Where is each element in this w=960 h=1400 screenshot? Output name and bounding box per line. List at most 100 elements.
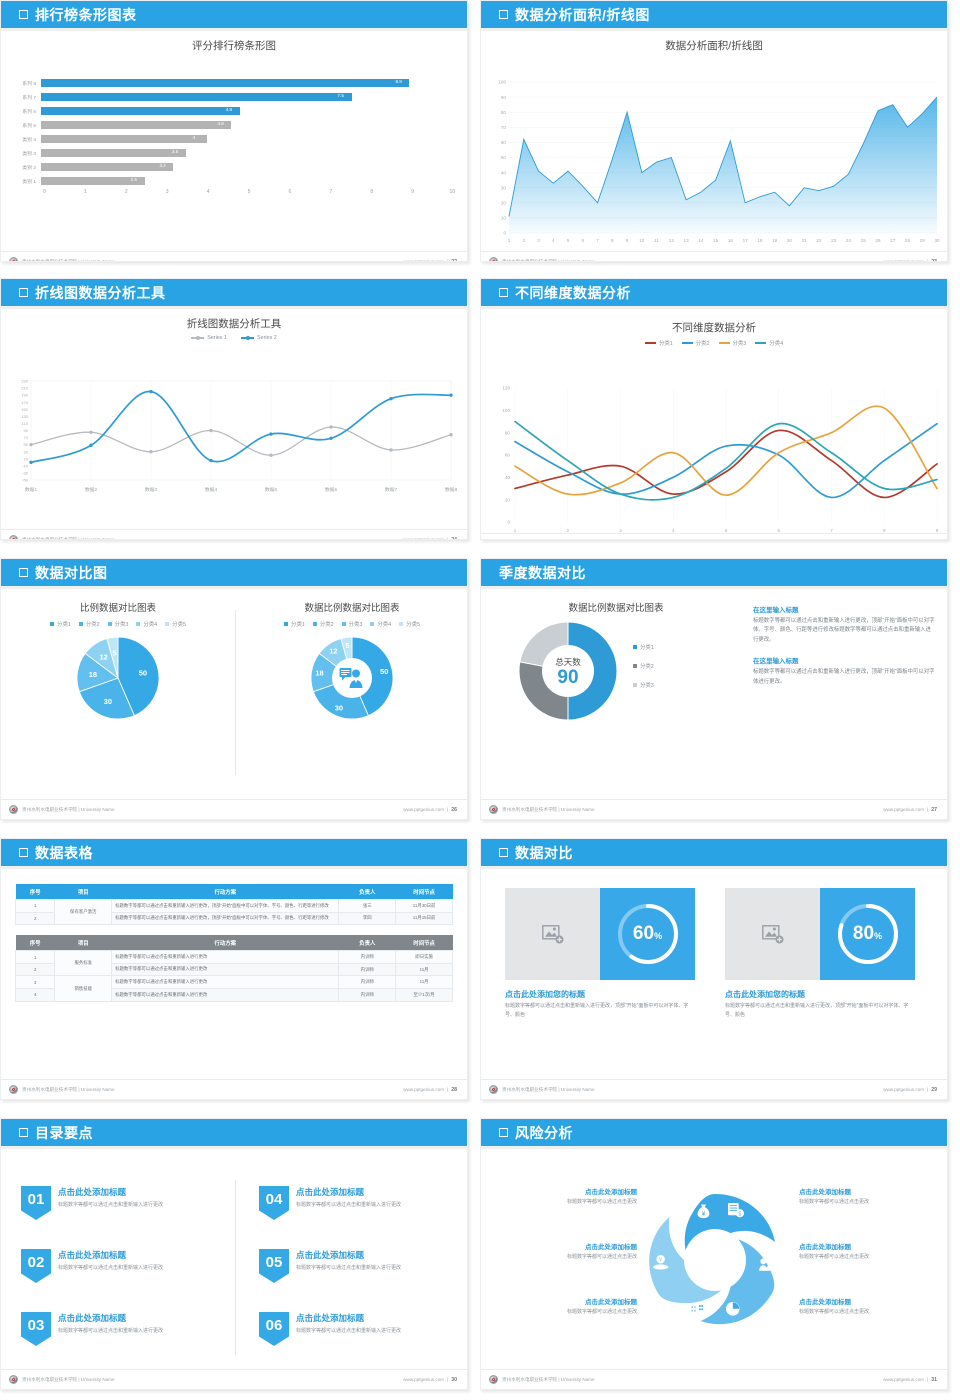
x-tick-label: 9 (936, 528, 939, 533)
table-row: 4 标题数字等都可以通过点击和重新输入进行更改 内训师 至少1次/月 (14, 988, 453, 1002)
footer-separator: | (927, 806, 929, 812)
slide-footer: 贵州水利水电职业技术学院 | University Name www.pptge… (481, 533, 947, 540)
footer-org: 贵州水利水电职业技术学院 | University Name (22, 536, 115, 540)
catalog-item[interactable]: 03 点击此处添加标题 标题数字等都可以通过点击和重新输入进行更改 (21, 1312, 221, 1346)
x-tick-label: 数据6 (325, 486, 338, 493)
legend-label: 分类3 (348, 622, 363, 628)
legend-item: 分类3 (718, 339, 746, 347)
line-series (514, 405, 938, 497)
y-tick-label: 50 (501, 155, 507, 160)
legend-line-marker (644, 342, 656, 344)
risk-label-group[interactable]: 点击此处添加标题 标题数字等都可以通过点击更改 (799, 1186, 947, 1205)
catalog-item[interactable]: 05 点击此处添加标题 标题数字等都可以通过点击和重新输入进行更改 (259, 1249, 459, 1283)
bar-category-label: 类别 2 (22, 165, 36, 171)
slide-26[interactable]: 数据对比图 比例数据对比图表 分类1 分类2 分类3 分类4 分类5 50 30 18 12 5… (0, 558, 480, 838)
x-tick-label: 16 (728, 238, 734, 243)
x-tick-label: 3 (619, 528, 622, 533)
y-tick-label: 0 (507, 520, 510, 525)
bar-track: 4 (41, 135, 455, 143)
risk-heading: 点击此处添加标题 (799, 1244, 851, 1251)
number-badge-icon: 04 (259, 1186, 289, 1220)
risk-label-group[interactable]: 点击此处添加标题 标题数字等都可以通过点击更改 (489, 1241, 637, 1260)
legend-label: 分类2 (85, 622, 100, 628)
x-tick-label: 29 (920, 238, 926, 243)
compare-card[interactable]: 60% 点击此处添加您的标题 标题数字等都可以通过点击和重新输入进行更改，顶部“开始… (505, 888, 695, 1021)
x-tick-label: 21 (802, 238, 808, 243)
slide-header: 数据表格 (1, 839, 467, 869)
y-tick-label: 60 (505, 453, 511, 458)
slide-24[interactable]: 折线图数据分析工具 折线图数据分析工具 Series 1 Series 2 230… (0, 278, 480, 558)
catalog-item[interactable]: 06 点击此处添加标题 标题数字等都可以通过点击和重新输入进行更改 (259, 1312, 459, 1346)
svg-text:¥: ¥ (702, 1211, 706, 1218)
x-tick-label: 17 (743, 238, 749, 243)
multi-line-chart: 0 20 40 60 80 100 120 1 2 3 4 5 6 7 8 9 (487, 382, 945, 539)
text-block-body: 标题数字等都可以通过点击和重新输入进行更改，顶部“开始”面板中可以对字体、字号、… (753, 618, 935, 643)
cell-plan: 标题数字等都可以通过点击和重新输入进行更改 (111, 975, 340, 990)
x-tick-label: 6 (288, 189, 292, 195)
cell-plan: 标题数字等都可以通过点击和重新输入进行更改，顶部“开始”面板中可以对字体、字号、… (111, 899, 340, 913)
table-row: 2 标题数字等都可以通过点击和重新输入进行更改 内训师 11月 (14, 962, 453, 977)
slide-22[interactable]: 排行榜条形图表 评分排行榜条形图 系列 8 8.9 系列 7 7.5 系列 6 4.8 系列… (0, 0, 480, 278)
school-logo-icon (9, 535, 18, 539)
slide-25[interactable]: 不同维度数据分析 不同维度数据分析 分类1 分类2 分类3 分类4 0 20 40 60 80… (480, 278, 960, 558)
legend-item: 分类3 (341, 620, 363, 628)
catalog-item[interactable]: 02 点击此处添加标题 标题数字等都可以通过点击和重新输入进行更改 (21, 1249, 221, 1283)
compare-card[interactable]: 80% 点击此处添加您的标题 标题数字等都可以通过点击和重新输入进行更改，顶部“开始… (725, 888, 915, 1021)
risk-label-group[interactable]: 点击此处添加标题 标题数字等都可以通过点击更改 (799, 1241, 947, 1260)
pie-slice-label: 5 (112, 648, 116, 657)
catalog-item[interactable]: 01 点击此处添加标题 标题数字等都可以通过点击和重新输入进行更改 (21, 1186, 221, 1220)
building-icon (690, 1303, 704, 1318)
catalog-item-heading: 点击此处添加标题 (296, 1187, 365, 1197)
catalog-item-body: 标题数字等都可以通过点击和重新输入进行更改 (296, 1201, 402, 1208)
slide-30[interactable]: 目录要点 01 点击此处添加标题 标题数字等都可以通过点击和重新输入进行更改 02 点击… (0, 1118, 480, 1400)
risk-label-group[interactable]: 点击此处添加标题 标题数字等都可以通过点击更改 (489, 1296, 637, 1315)
slide-header-title: 数据对比 (515, 844, 573, 861)
bar-fill (41, 177, 145, 185)
image-placeholder[interactable] (725, 888, 820, 980)
people-icon (759, 1258, 775, 1271)
bar-row: 系列 8 8.9 (9, 76, 455, 90)
legend-item: 分类2 (681, 339, 710, 347)
image-placeholder[interactable] (505, 888, 600, 980)
x-tick-label: 数据4 (205, 486, 218, 493)
footer-org: 贵州水利水电职业技术学院 | University Name (502, 1086, 595, 1092)
risk-body: 标题数字等都可以通过点击更改 (566, 1199, 637, 1205)
footer-org: 贵州水利水电职业技术学院 | University Name (502, 1376, 595, 1382)
footer-separator: | (927, 1376, 929, 1382)
table-column-header: 行动方案 (111, 884, 339, 900)
risk-label-group[interactable]: 点击此处添加标题 标题数字等都可以通过点击更改 (489, 1186, 637, 1205)
legend-swatch (633, 682, 637, 687)
footer-page-number: 23 (931, 258, 937, 262)
cell-owner: 内训师 (338, 950, 397, 964)
slide-header-title: 排行榜条形图表 (35, 6, 137, 23)
y-tick-label: 20 (501, 201, 507, 206)
pie-slice (106, 637, 119, 679)
legend-swatch (341, 622, 346, 626)
y-tick-label: 80 (501, 110, 507, 115)
slide-31[interactable]: 风险分析 (480, 1118, 960, 1400)
slide-28[interactable]: 数据表格 序号 项目 行动方案 负责人 时间节点 1 保有客户激活 标题数字等都可以通过点击和… (0, 838, 480, 1118)
legend-swatch (165, 622, 170, 626)
slide-29[interactable]: 数据对比 60% 点击此处添加您的标题 标题数字等都可以通过点击和重新输入进行更改，… (480, 838, 960, 1118)
risk-heading: 点击此处添加标题 (585, 1299, 637, 1306)
footer-page-number: 29 (931, 1086, 937, 1093)
x-tick-label: 0 (43, 189, 46, 195)
percent-unit: % (654, 931, 663, 941)
bar-track: 4.8 (41, 107, 455, 115)
y-tick-label: 10 (24, 456, 29, 461)
school-logo-icon (489, 539, 498, 540)
slide-header: 数据对比 (481, 839, 947, 869)
pie-slice-label: 30 (104, 697, 112, 706)
risk-label-group[interactable]: 点击此处添加标题 标题数字等都可以通过点击更改 (799, 1296, 947, 1315)
y-tick-label: 10 (501, 216, 507, 221)
catalog-item[interactable]: 04 点击此处添加标题标题数字等都可以通过点击和重新输入进行更改 (259, 1186, 459, 1220)
data-point (389, 448, 393, 452)
slide-23[interactable]: 数据分析面积/折线图 数据分析面积/折线图 0 10 20 30 40 50 60 70 80 9… (480, 0, 960, 278)
progress-ring: 60% (600, 888, 695, 980)
school-logo-icon (9, 257, 18, 261)
slide-footer: 贵州水利水电职业技术学院 | University Name www.pptge… (1, 1369, 467, 1389)
slide-27[interactable]: 季度数据对比 数据比例数据对比图表 总天数 90 分类1 分类2 分类3 (480, 558, 960, 838)
cell-time: 11月 (395, 962, 453, 977)
donut-legend: 分类1 分类2 分类3 (633, 643, 654, 700)
school-logo-icon (489, 1085, 498, 1094)
